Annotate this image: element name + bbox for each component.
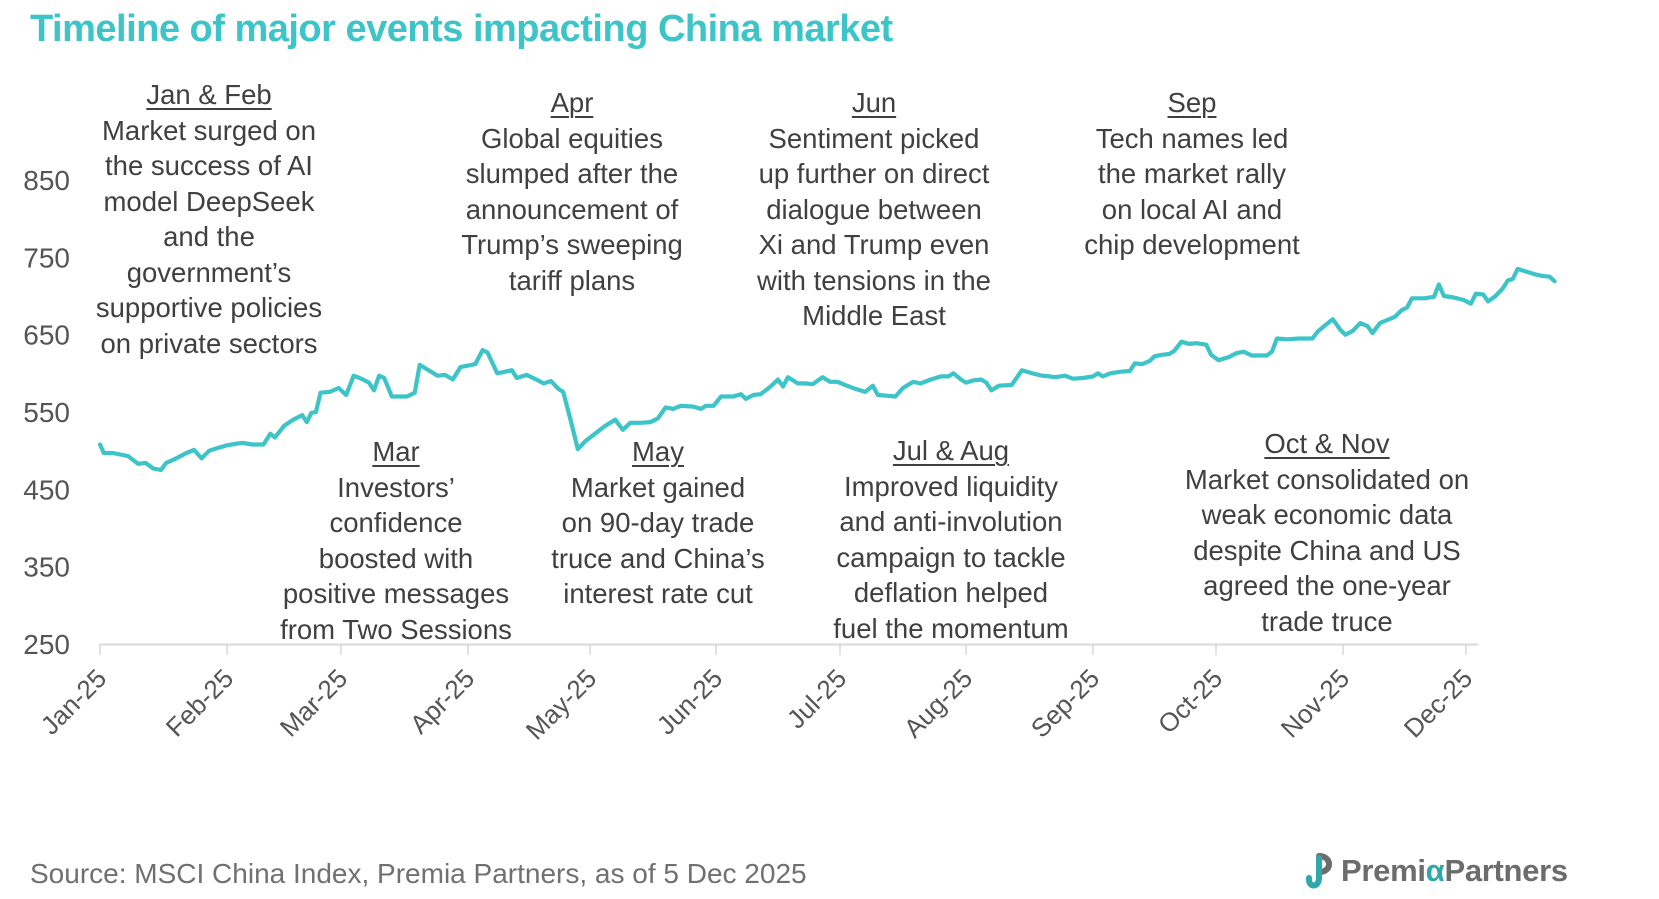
logo-word-partners: Partners [1444, 853, 1568, 888]
annotation-text-line: chip development [1084, 229, 1300, 260]
x-tick-label: Jan-25 [35, 663, 112, 740]
annotation-text-line: Global equities [481, 122, 663, 154]
source-note: Source: MSCI China Index, Premia Partner… [30, 858, 807, 889]
x-tick-label: Sep-25 [1025, 663, 1105, 743]
annotation-text-line: on private sectors [100, 327, 318, 359]
annotation-text-line: with tensions in the [757, 264, 991, 296]
annotation-jan-feb: Jan & Feb Market surged on the success of … [39, 77, 379, 361]
y-tick-label: 450 [23, 474, 70, 505]
annotation-text-line: government’s [126, 256, 292, 288]
annotation-text-line: confidence [329, 507, 463, 538]
annotation-text-line: fuel the momentum [833, 612, 1069, 644]
annotation-text-line: interest rate cut [563, 578, 753, 609]
annotation-heading: Mar [372, 436, 420, 467]
annotation-may: May Market gained on 90-day trade truce and… [488, 434, 828, 612]
annotation-oct-nov: Oct & Nov Market consolidated on weak econ… [1157, 426, 1497, 639]
annotation-text-line: model DeepSeek [103, 185, 315, 217]
y-tick-label: 250 [23, 629, 70, 660]
annotation-text-line: Tech names led [1095, 122, 1289, 154]
annotation-jun: Jun Sentiment picked up further on direct d… [704, 85, 1044, 334]
annotation-text-line: truce and China’s [551, 542, 765, 574]
annotation-heading: Jan & Feb [146, 79, 272, 110]
annotation-text-line: from Two Sessions [280, 613, 512, 645]
x-tick-label: Feb-25 [160, 663, 239, 742]
annotation-text-line: on 90-day trade [561, 507, 755, 538]
annotation-text-line: positive messages [282, 578, 510, 609]
x-tick-label: Apr-25 [404, 663, 480, 739]
x-tick-label: Oct-25 [1152, 663, 1228, 739]
premia-logo-icon [1306, 853, 1332, 889]
annotation-text-line: Market gained [570, 471, 746, 503]
logo-wordmark: PremiαPartners [1341, 853, 1568, 889]
series-line-msci-china [97, 266, 1557, 473]
annotation-heading: Apr [550, 87, 594, 118]
annotation-text-line: dialogue between [766, 193, 982, 225]
annotation-text-line: boosted with [318, 542, 474, 574]
annotation-heading: Jun [851, 87, 897, 118]
annotation-text-line: Trump’s sweeping [461, 229, 683, 260]
x-tick-label: Mar-25 [274, 663, 353, 742]
annotation-text-line: agreed the one-year [1203, 570, 1451, 601]
annotation-text-line: campaign to tackle [836, 541, 1066, 573]
annotation-text-line: announcement of [465, 193, 679, 225]
annotation-text-line: Improved liquidity [844, 470, 1058, 502]
annotation-mar: Mar Investors’ confidence boosted with posit… [226, 434, 566, 647]
x-tick-label: Jun-25 [651, 663, 728, 740]
y-axis-ticks: 250 350 450 550 650 750 850 [23, 165, 70, 660]
annotation-heading: May [632, 436, 684, 467]
annotation-text-line: and the [163, 221, 255, 252]
y-tick-label: 850 [23, 165, 70, 196]
annotation-text-line: Market consolidated on [1184, 463, 1470, 495]
annotation-apr: Apr Global equities slumped after the annou… [402, 85, 742, 298]
annotation-text-line: and anti-involution [839, 506, 1063, 537]
x-tick-label: Aug-25 [898, 663, 978, 743]
y-tick-label: 350 [23, 552, 70, 583]
annotation-heading: Jul & Aug [892, 435, 1010, 466]
x-tick-label: Dec-25 [1398, 663, 1478, 743]
annotation-text-line: deflation helped [853, 577, 1049, 608]
annotation-text-line: Investors’ [337, 471, 455, 503]
logo-word-alpha: α [1425, 853, 1445, 888]
annotation-sep: Sep Tech names led the market rally on loca… [1022, 85, 1362, 263]
annotation-text-line: on local AI and [1101, 193, 1283, 225]
annotation-heading: Sep [1167, 87, 1217, 118]
annotation-text-line: up further on direct [758, 158, 990, 189]
annotation-text-line: the success of AI [105, 150, 313, 181]
annotation-text-line: Middle East [802, 300, 946, 331]
annotation-text-line: despite China and US [1193, 534, 1461, 566]
y-tick-label: 750 [23, 242, 70, 273]
annotation-jul-aug: Jul & Aug Improved liquidity and anti-invo… [781, 433, 1121, 646]
x-tick-label: May-25 [520, 663, 603, 746]
annotation-text-line: supportive policies [95, 292, 323, 323]
annotation-text-line: trade truce [1261, 605, 1393, 637]
premia-partners-logo: PremiαPartners [1305, 852, 1568, 890]
x-axis-tick-labels: Jan-25 Feb-25 Mar-25 Apr-25 May-25 Jun-25 Jul-… [35, 663, 1478, 746]
annotation-text-line: Market surged on [102, 114, 316, 146]
annotation-text-line: Sentiment picked [768, 122, 980, 154]
y-tick-label: 650 [23, 320, 70, 351]
x-tick-label: Nov-25 [1275, 663, 1355, 743]
x-axis [99, 643, 1478, 655]
logo-word-premi: Premi [1341, 853, 1426, 888]
annotation-heading: Oct & Nov [1264, 428, 1390, 459]
x-tick-label: Jul-25 [781, 663, 852, 734]
annotation-text-line: weak economic data [1201, 499, 1453, 530]
chart-title: Timeline of major events impacting China… [30, 8, 893, 50]
annotation-text-line: Xi and Trump even [758, 229, 990, 260]
annotation-text-line: tariff plans [508, 264, 636, 296]
annotation-text-line: slumped after the [465, 158, 679, 189]
annotation-text-line: the market rally [1098, 158, 1286, 189]
y-tick-label: 550 [23, 397, 70, 428]
